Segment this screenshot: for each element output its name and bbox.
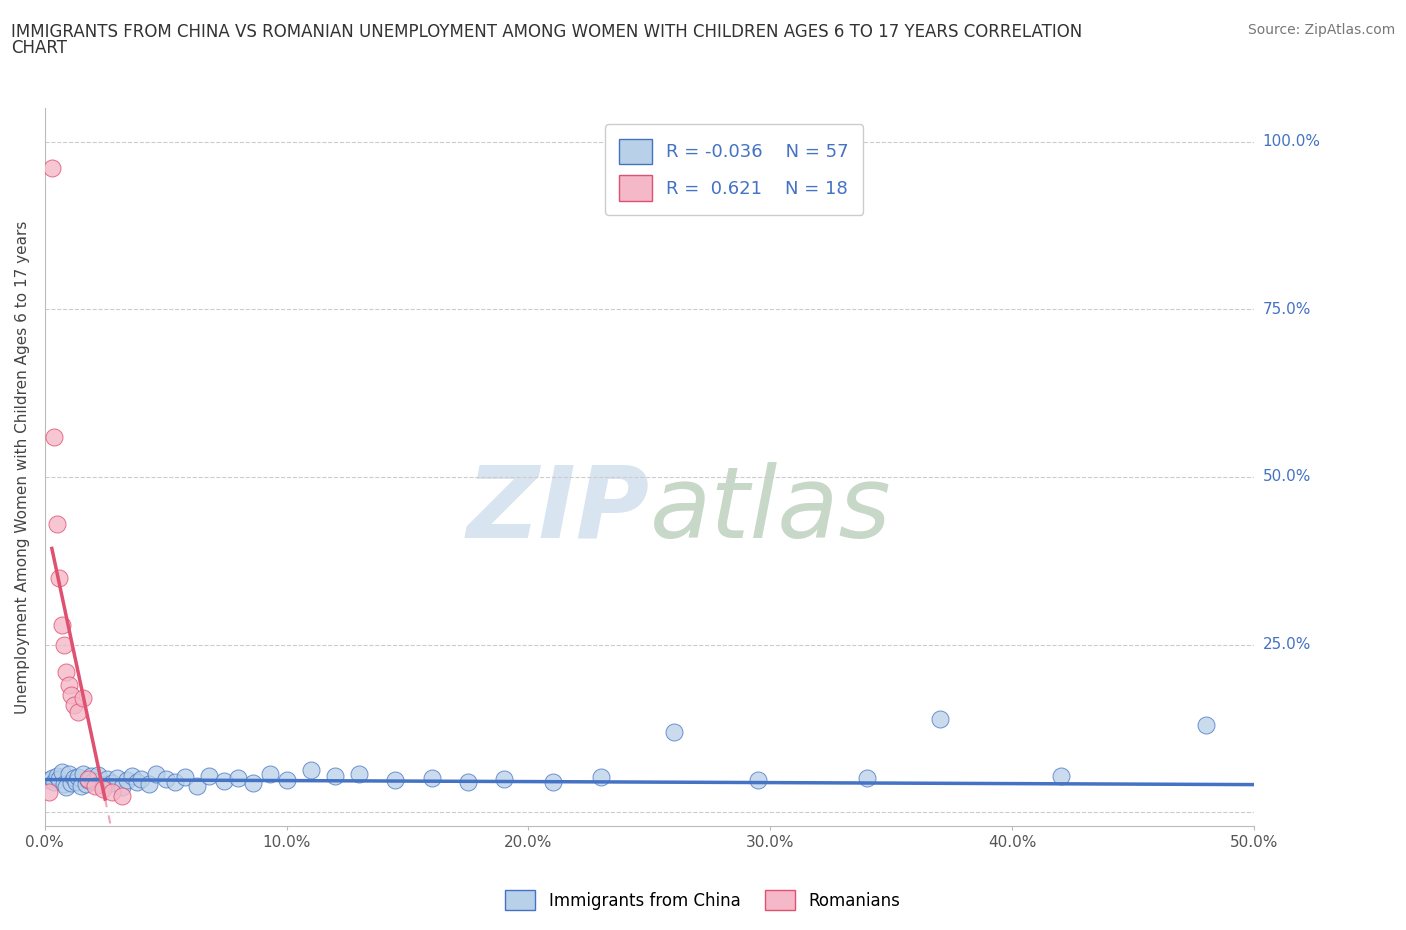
Point xyxy=(105,770,128,785)
Point xyxy=(52,637,75,652)
Point xyxy=(259,766,281,781)
Point xyxy=(38,773,60,788)
Point xyxy=(48,570,70,585)
Point xyxy=(856,770,879,785)
Point xyxy=(174,769,197,784)
Point xyxy=(541,774,564,789)
Point xyxy=(87,767,110,782)
Point xyxy=(91,781,114,796)
Point xyxy=(242,776,264,790)
Point xyxy=(67,704,90,719)
Point xyxy=(111,789,134,804)
Text: ZIP: ZIP xyxy=(467,461,650,559)
Point xyxy=(1049,768,1071,783)
Point xyxy=(384,773,406,788)
Point xyxy=(60,776,83,790)
Point xyxy=(62,771,84,786)
Point xyxy=(186,778,208,793)
Point xyxy=(155,772,177,787)
Point xyxy=(55,779,77,794)
Point xyxy=(84,778,107,793)
Point xyxy=(62,698,84,712)
Point xyxy=(51,764,73,779)
Point xyxy=(58,766,80,781)
Point xyxy=(747,773,769,788)
Point xyxy=(45,768,67,783)
Point xyxy=(125,775,148,790)
Point xyxy=(60,687,83,702)
Point xyxy=(45,516,67,531)
Y-axis label: Unemployment Among Women with Children Ages 6 to 17 years: Unemployment Among Women with Children A… xyxy=(15,220,30,713)
Point xyxy=(212,774,235,789)
Text: Source: ZipAtlas.com: Source: ZipAtlas.com xyxy=(1247,23,1395,37)
Point xyxy=(72,766,94,781)
Point xyxy=(51,618,73,632)
Point xyxy=(77,772,100,787)
Point xyxy=(67,769,90,784)
Point xyxy=(165,774,187,789)
Point xyxy=(591,769,613,784)
Point xyxy=(276,772,298,787)
Point xyxy=(198,768,221,783)
Point xyxy=(41,161,63,176)
Point xyxy=(91,777,114,792)
Text: IMMIGRANTS FROM CHINA VS ROMANIAN UNEMPLOYMENT AMONG WOMEN WITH CHILDREN AGES 6 : IMMIGRANTS FROM CHINA VS ROMANIAN UNEMPL… xyxy=(11,23,1083,41)
Point xyxy=(75,777,97,791)
Point xyxy=(44,775,66,790)
Text: atlas: atlas xyxy=(650,461,891,559)
Point xyxy=(1195,718,1218,733)
Point xyxy=(70,778,93,793)
Point xyxy=(79,769,101,784)
Point xyxy=(101,776,124,790)
Point xyxy=(226,771,249,786)
Point xyxy=(58,678,80,693)
Legend: R = -0.036    N = 57, R =  0.621    N = 18: R = -0.036 N = 57, R = 0.621 N = 18 xyxy=(605,125,863,215)
Point xyxy=(420,770,443,785)
Text: 75.0%: 75.0% xyxy=(1263,301,1310,317)
Text: CHART: CHART xyxy=(11,39,67,57)
Point xyxy=(662,724,685,739)
Point xyxy=(131,772,153,787)
Point xyxy=(928,711,950,726)
Point xyxy=(38,785,60,800)
Point xyxy=(77,772,100,787)
Point xyxy=(494,772,516,787)
Point xyxy=(121,768,143,783)
Point xyxy=(41,770,63,785)
Point xyxy=(347,766,370,781)
Point xyxy=(72,691,94,706)
Point xyxy=(101,785,124,800)
Point xyxy=(65,774,87,789)
Point xyxy=(55,664,77,679)
Point xyxy=(457,775,479,790)
Point xyxy=(48,772,70,787)
Point xyxy=(111,779,134,794)
Point xyxy=(82,774,104,789)
Point xyxy=(96,772,118,787)
Point xyxy=(44,430,66,445)
Point xyxy=(115,773,138,788)
Text: 100.0%: 100.0% xyxy=(1263,134,1320,149)
Legend: Immigrants from China, Romanians: Immigrants from China, Romanians xyxy=(499,884,907,917)
Point xyxy=(323,768,346,783)
Text: 50.0%: 50.0% xyxy=(1263,470,1310,485)
Text: 25.0%: 25.0% xyxy=(1263,637,1310,652)
Point xyxy=(138,777,160,791)
Point xyxy=(145,766,167,781)
Point xyxy=(299,763,322,777)
Point xyxy=(52,777,75,791)
